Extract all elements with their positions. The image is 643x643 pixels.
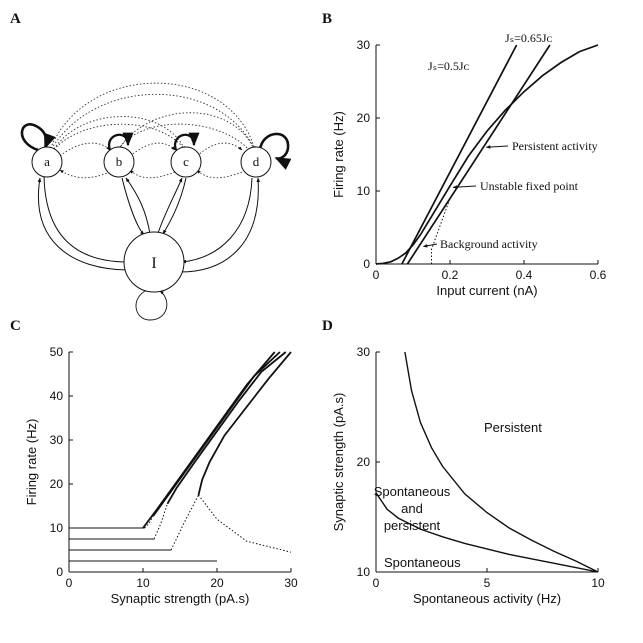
persistent-branch-3	[166, 351, 287, 505]
y-tick-label: 30	[357, 345, 371, 359]
region-both-line3: persistent	[384, 518, 441, 533]
persistent-activity-arrow	[485, 145, 509, 149]
line-js-0-5	[401, 44, 518, 265]
panel-a-label: A	[10, 11, 21, 27]
y-tick-label: 0	[56, 565, 63, 579]
region-persistent: Persistent	[484, 420, 542, 435]
panel-d-label: D	[322, 318, 333, 334]
panel-d-ylabel: Synaptic strength (pA.s)	[331, 393, 346, 532]
panel-b-axes: 0 0.2 0.4 0.6 0 10 20 30	[357, 38, 607, 282]
y-tick-label: 30	[357, 38, 371, 52]
panel-a-diagram: A	[10, 11, 292, 321]
region-both-line1: Spontaneous	[374, 484, 451, 499]
transfer-function-curve	[375, 44, 599, 265]
annotation-persistent-activity: Persistent activity	[512, 139, 598, 153]
unstable-branch-3	[170, 494, 199, 551]
line-js-0-65	[406, 44, 551, 265]
persistent-branch-2	[152, 351, 281, 517]
y-tick-label: 10	[50, 521, 64, 535]
y-tick-label: 20	[357, 455, 371, 469]
panel-b-marks	[375, 44, 599, 265]
node-a: a	[31, 146, 63, 178]
y-tick-label: 20	[357, 111, 371, 125]
x-tick-label: 0	[373, 576, 380, 590]
annotation-js-0-65: Jₛ=0.65Jᴄ	[505, 31, 553, 45]
region-both-line2: and	[401, 501, 423, 516]
y-tick-label: 0	[363, 257, 370, 271]
node-inhibitory: I	[123, 231, 185, 293]
inhibitory-connections	[37, 174, 261, 273]
node-inhibitory-label: I	[151, 255, 156, 272]
x-tick-label: 0.2	[442, 268, 459, 282]
node-c: c	[170, 146, 202, 178]
panel-b-chart: B 0 0.2 0.4 0.6 0 10 20 30 Input current (nA) F…	[322, 11, 607, 298]
lower-boundary-curve	[375, 492, 599, 573]
y-tick-label: 50	[50, 345, 64, 359]
panel-c-chart: C 0 10 20 30 0 10 20 30 40 50 Synaptic strength (…	[10, 318, 298, 606]
panel-c-label: C	[10, 318, 21, 334]
dotted-threshold-line	[431, 198, 451, 264]
upper-boundary-curve	[404, 351, 599, 573]
x-tick-label: 10	[591, 576, 605, 590]
x-tick-label: 5	[484, 576, 491, 590]
annotation-unstable-fixed-point: Unstable fixed point	[480, 179, 579, 193]
dotted-connections	[47, 82, 256, 179]
panel-d-chart: D 0 5 10 10 20 30 Spontaneous activity (Hz) S…	[322, 318, 605, 606]
node-b-label: b	[116, 154, 123, 169]
unstable-branch-4	[198, 494, 292, 553]
x-tick-label: 20	[210, 576, 224, 590]
unstable-branch-1	[144, 515, 154, 529]
panel-d-axes: 0 5 10 10 20 30	[357, 345, 605, 590]
x-tick-label: 0.6	[590, 268, 607, 282]
self-loops	[20, 123, 292, 321]
node-a-label: a	[44, 154, 50, 169]
persistent-branch-4	[197, 351, 292, 496]
x-tick-label: 0.4	[516, 268, 533, 282]
panel-b-ylabel: Firing rate (Hz)	[331, 111, 346, 198]
annotation-background-activity: Background activity	[440, 237, 538, 251]
node-d: d	[240, 146, 272, 178]
node-b: b	[103, 146, 135, 178]
y-tick-label: 40	[50, 389, 64, 403]
node-c-label: c	[183, 154, 189, 169]
y-tick-label: 30	[50, 433, 64, 447]
region-spontaneous: Spontaneous	[384, 555, 461, 570]
panel-b-label: B	[322, 11, 332, 27]
y-tick-label: 20	[50, 477, 64, 491]
panel-b-xlabel: Input current (nA)	[436, 283, 537, 298]
panel-c-ylabel: Firing rate (Hz)	[24, 419, 39, 506]
panel-c-marks	[69, 351, 292, 562]
panel-d-marks	[375, 351, 599, 573]
y-tick-label: 10	[357, 184, 371, 198]
unstable-fixed-point-arrow	[452, 185, 477, 189]
node-d-label: d	[253, 154, 260, 169]
annotation-js-0-5: Jₛ=0.5Jᴄ	[428, 59, 470, 73]
panel-d-xlabel: Spontaneous activity (Hz)	[413, 591, 561, 606]
y-tick-label: 10	[357, 565, 371, 579]
x-tick-label: 10	[136, 576, 150, 590]
x-tick-label: 0	[373, 268, 380, 282]
panel-c-xlabel: Synaptic strength (pA.s)	[111, 591, 250, 606]
x-tick-label: 30	[284, 576, 298, 590]
panel-c-axes: 0 10 20 30 0 10 20 30 40 50	[50, 345, 298, 590]
background-activity-arrow	[422, 243, 438, 248]
x-tick-label: 0	[66, 576, 73, 590]
